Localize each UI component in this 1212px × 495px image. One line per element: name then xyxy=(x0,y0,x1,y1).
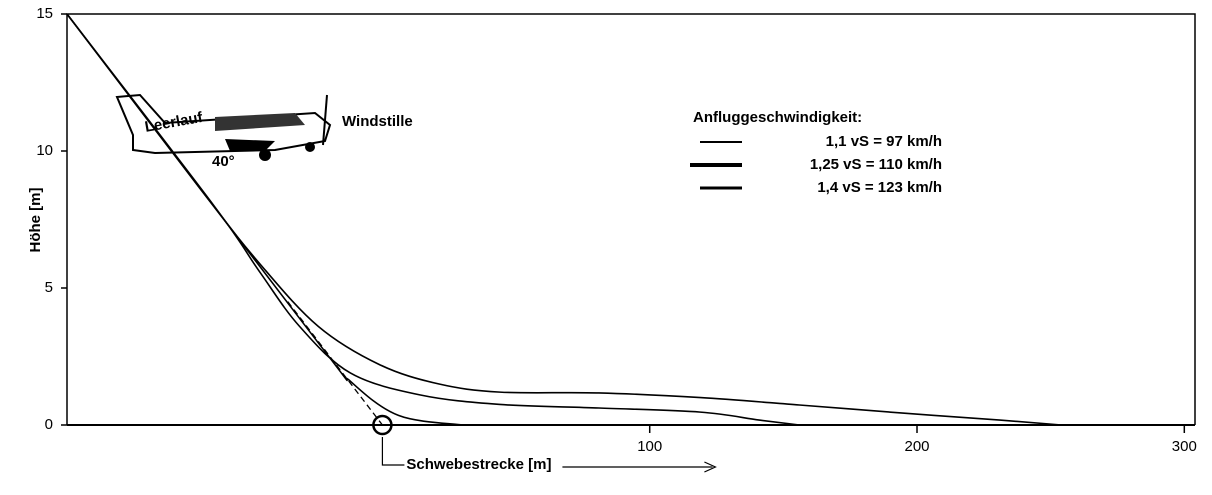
plot-frame xyxy=(67,14,1195,425)
x-tick-label: 100 xyxy=(637,438,662,455)
legend-label: 1,25 vS = 110 km/h xyxy=(810,156,942,173)
line-series xyxy=(67,14,463,425)
legend-label: 1,4 vS = 123 km/h xyxy=(817,179,942,196)
legend-label: 1,1 vS = 97 km/h xyxy=(826,133,942,150)
y-axis-label: Höhe [m] xyxy=(27,188,44,253)
chart: Leerlauf 40° Windstille Höhe [m] 0510151… xyxy=(0,0,1212,495)
x-tick-label: 200 xyxy=(904,438,929,455)
x-axis-label: Schwebestrecke [m] xyxy=(406,456,551,473)
line-series xyxy=(67,14,1061,425)
x-tick-label: 300 xyxy=(1172,438,1197,455)
y-tick-label: 0 xyxy=(45,416,53,433)
y-tick-label: 15 xyxy=(36,5,53,22)
line-series xyxy=(67,14,799,425)
y-tick-label: 10 xyxy=(36,142,53,159)
x-axis-label-arrow xyxy=(562,462,715,472)
legend-title: Anfluggeschwindigkeit: xyxy=(693,109,862,126)
y-tick-label: 5 xyxy=(45,279,53,296)
annotation: Windstille xyxy=(342,113,413,130)
x-axis-label-bracket xyxy=(382,437,404,465)
annotation: 40° xyxy=(212,153,235,170)
